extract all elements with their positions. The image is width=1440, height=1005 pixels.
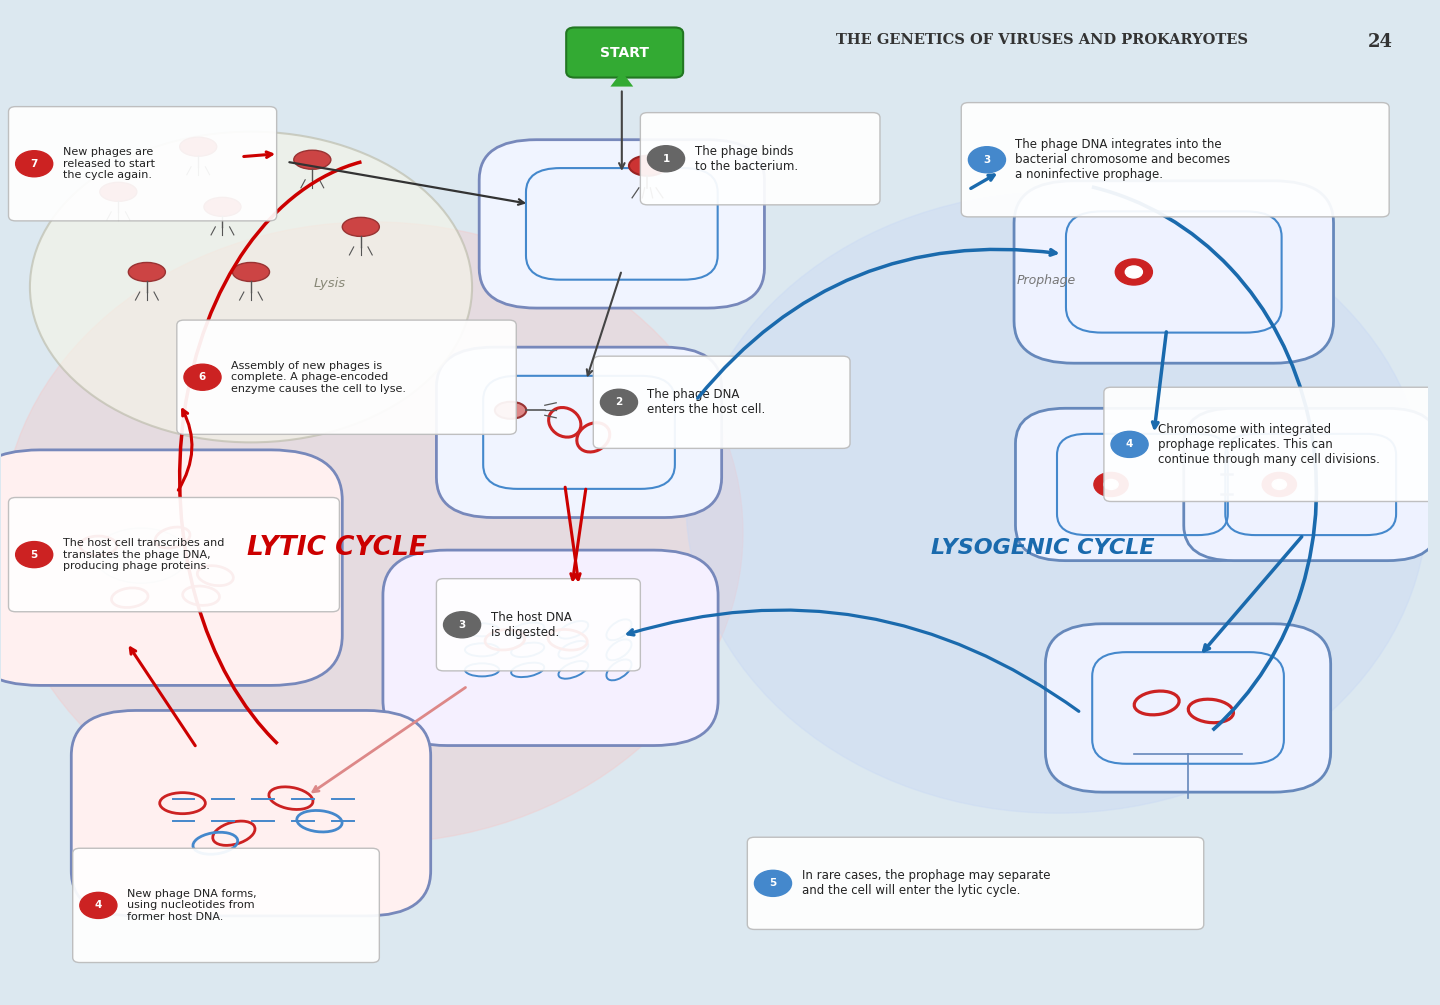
Text: 3: 3 — [984, 155, 991, 165]
FancyBboxPatch shape — [1015, 408, 1269, 561]
Circle shape — [30, 132, 472, 442]
Text: 2: 2 — [615, 397, 622, 407]
Text: 1: 1 — [662, 154, 670, 164]
FancyBboxPatch shape — [383, 550, 719, 746]
Text: 5: 5 — [769, 878, 776, 888]
Text: The phage binds
to the bacterium.: The phage binds to the bacterium. — [694, 145, 798, 173]
FancyBboxPatch shape — [72, 848, 379, 963]
Text: 24: 24 — [1368, 33, 1392, 51]
Ellipse shape — [685, 192, 1427, 813]
Circle shape — [184, 364, 220, 390]
Ellipse shape — [232, 262, 269, 281]
FancyBboxPatch shape — [1014, 181, 1333, 363]
FancyBboxPatch shape — [9, 497, 340, 612]
FancyBboxPatch shape — [641, 113, 880, 205]
FancyBboxPatch shape — [566, 27, 683, 77]
FancyBboxPatch shape — [1184, 408, 1437, 561]
Circle shape — [1116, 259, 1152, 285]
Text: In rare cases, the prophage may separate
and the cell will enter the lytic cycle: In rare cases, the prophage may separate… — [802, 869, 1050, 897]
Text: Prophage: Prophage — [1017, 274, 1076, 287]
Text: The host cell transcribes and
translates the phage DNA,
producing phage proteins: The host cell transcribes and translates… — [63, 538, 225, 571]
Circle shape — [1125, 266, 1142, 278]
Ellipse shape — [95, 528, 187, 583]
Circle shape — [1104, 479, 1117, 489]
FancyBboxPatch shape — [480, 140, 765, 309]
Text: THE GENETICS OF VIRUSES AND PROKARYOTES: THE GENETICS OF VIRUSES AND PROKARYOTES — [835, 33, 1247, 47]
Circle shape — [969, 147, 1005, 173]
Ellipse shape — [294, 150, 331, 169]
FancyBboxPatch shape — [71, 711, 431, 916]
Circle shape — [600, 389, 638, 415]
Text: 4: 4 — [1126, 439, 1133, 449]
Text: START: START — [600, 45, 649, 59]
Text: The phage DNA integrates into the
bacterial chromosome and becomes
a noninfectiv: The phage DNA integrates into the bacter… — [1015, 139, 1231, 181]
Circle shape — [1094, 472, 1128, 496]
Text: New phages are
released to start
the cycle again.: New phages are released to start the cyc… — [63, 147, 154, 180]
Text: 4: 4 — [95, 900, 102, 911]
Text: The host DNA
is digested.: The host DNA is digested. — [491, 611, 572, 639]
Ellipse shape — [1, 222, 743, 843]
Circle shape — [755, 870, 792, 896]
Ellipse shape — [180, 138, 217, 156]
Text: 3: 3 — [458, 620, 465, 630]
Ellipse shape — [495, 402, 526, 419]
FancyBboxPatch shape — [436, 347, 721, 518]
Text: 7: 7 — [30, 159, 37, 169]
Text: LYTIC CYCLE: LYTIC CYCLE — [246, 535, 426, 561]
FancyBboxPatch shape — [1104, 387, 1440, 501]
Circle shape — [444, 612, 481, 638]
Circle shape — [16, 151, 53, 177]
Text: 6: 6 — [199, 372, 206, 382]
Ellipse shape — [128, 262, 166, 281]
Circle shape — [1112, 431, 1148, 457]
FancyBboxPatch shape — [0, 450, 343, 685]
Ellipse shape — [343, 217, 379, 236]
Circle shape — [16, 542, 53, 568]
Text: New phage DNA forms,
using nucleotides from
former host DNA.: New phage DNA forms, using nucleotides f… — [127, 888, 256, 922]
Text: LYSOGENIC CYCLE: LYSOGENIC CYCLE — [930, 538, 1155, 558]
FancyBboxPatch shape — [177, 321, 517, 434]
Text: Assembly of new phages is
complete. A phage-encoded
enzyme causes the cell to ly: Assembly of new phages is complete. A ph… — [230, 361, 406, 394]
FancyBboxPatch shape — [747, 837, 1204, 930]
FancyBboxPatch shape — [593, 356, 850, 448]
Text: 5: 5 — [30, 550, 37, 560]
Circle shape — [648, 146, 684, 172]
FancyBboxPatch shape — [962, 103, 1390, 217]
Circle shape — [1263, 472, 1296, 496]
Text: Lysis: Lysis — [314, 277, 346, 290]
FancyBboxPatch shape — [1045, 624, 1331, 792]
Polygon shape — [611, 71, 634, 86]
Circle shape — [1272, 479, 1286, 489]
FancyBboxPatch shape — [9, 107, 276, 221]
Ellipse shape — [99, 182, 137, 201]
Ellipse shape — [629, 156, 667, 176]
Circle shape — [79, 892, 117, 919]
Ellipse shape — [204, 197, 240, 216]
Text: Chromosome with integrated
prophage replicates. This can
continue through many c: Chromosome with integrated prophage repl… — [1158, 423, 1380, 466]
FancyBboxPatch shape — [436, 579, 641, 671]
Text: The phage DNA
enters the host cell.: The phage DNA enters the host cell. — [648, 388, 766, 416]
